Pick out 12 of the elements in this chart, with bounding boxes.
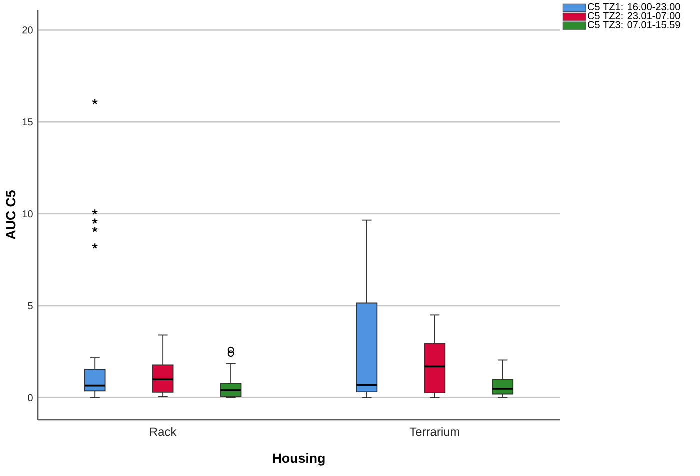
- x-tick-label: Rack: [150, 427, 177, 436]
- legend-label: C5 TZ3: 07.01-15.59: [588, 21, 680, 28]
- y-tick-label: 10: [22, 210, 33, 218]
- legend-label: C5 TZ2: 23.01-07.00: [588, 12, 680, 20]
- y-tick-label: 15: [22, 118, 33, 126]
- x-tick-label: Terrarium: [410, 427, 460, 436]
- y-tick-label: 0: [28, 394, 33, 402]
- y-axis-title: AUC C5: [6, 190, 16, 240]
- y-tick-label: 20: [22, 26, 33, 34]
- x-axis-title: Housing: [273, 453, 325, 466]
- legend-label: C5 TZ1: 16.00-23.00: [588, 3, 680, 10]
- y-tick-label: 5: [28, 302, 33, 310]
